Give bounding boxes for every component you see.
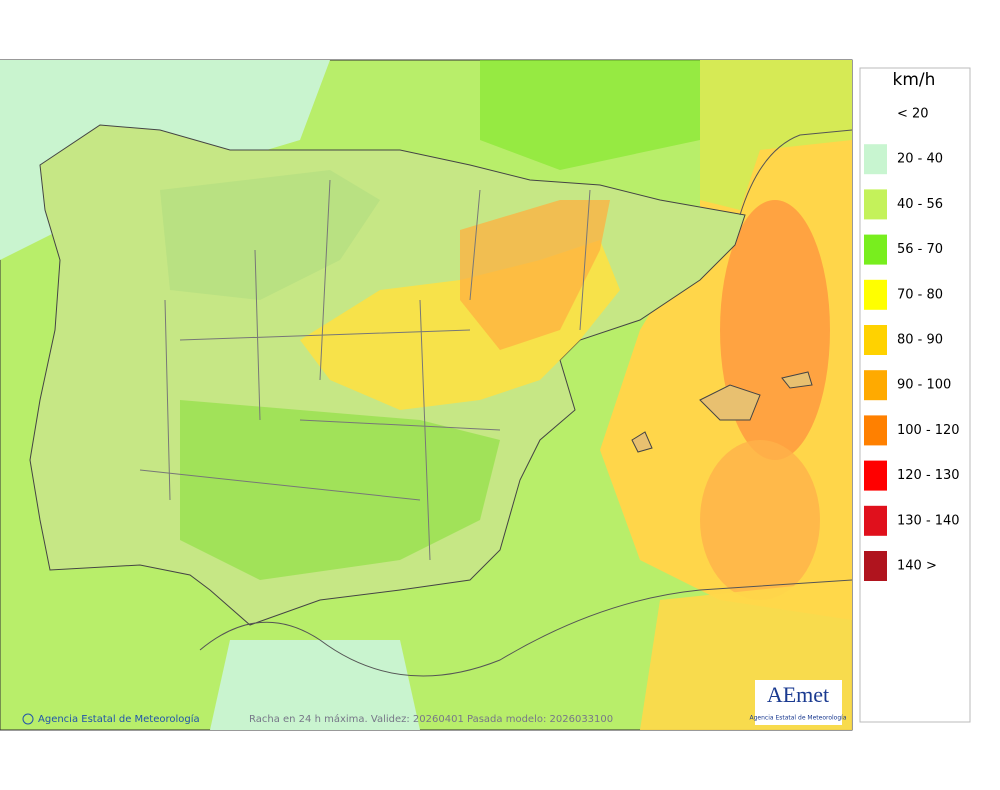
legend-swatch [864,99,887,129]
copyright-icon [22,713,34,725]
land-france [700,60,852,210]
legend-swatch [864,415,887,446]
island [631,431,653,453]
island [781,371,813,389]
logo-subtitle: Agencia Estatal de Meteorología [750,715,847,722]
legend-label: 90 - 100 [897,378,951,393]
caption: Racha en 24 h máxima. Validez: 20260401 … [249,713,613,725]
credit: Agencia Estatal de Meteorología [38,713,200,725]
legend-label: 20 - 40 [897,152,943,167]
legend-swatch [864,460,887,491]
legend-label: 70 - 80 [897,287,943,302]
map [0,59,853,731]
legend-label: 40 - 56 [897,197,943,212]
legend-label: 130 - 140 [897,513,960,528]
legend-label: < 20 [897,107,929,122]
calm-area [210,640,420,730]
legend-label: 120 - 130 [897,468,960,483]
legend-label: 56 - 70 [897,242,943,257]
logo-box [755,680,842,725]
legend-swatch [864,144,887,175]
africa-coast [199,579,853,677]
legend-swatch [864,234,887,265]
legend-swatch [864,325,887,355]
wind-area [160,170,380,300]
wind-area [480,60,720,170]
legend-swatch [864,370,887,401]
legend-label: 140 > [897,559,937,574]
legend-swatch [864,189,887,220]
island [699,384,761,421]
france-coast [739,129,853,216]
legend-swatch [864,505,887,536]
wind-area [460,200,610,350]
legend-label: 100 - 120 [897,423,960,438]
wind-area [700,440,820,600]
legend-swatch [864,279,887,310]
legend-swatch [864,551,887,581]
logo: AEmet [767,682,829,707]
legend-unit: km/h [893,70,936,90]
borders [139,179,591,561]
wind-area [180,400,500,580]
legend-label: 80 - 90 [897,333,943,348]
